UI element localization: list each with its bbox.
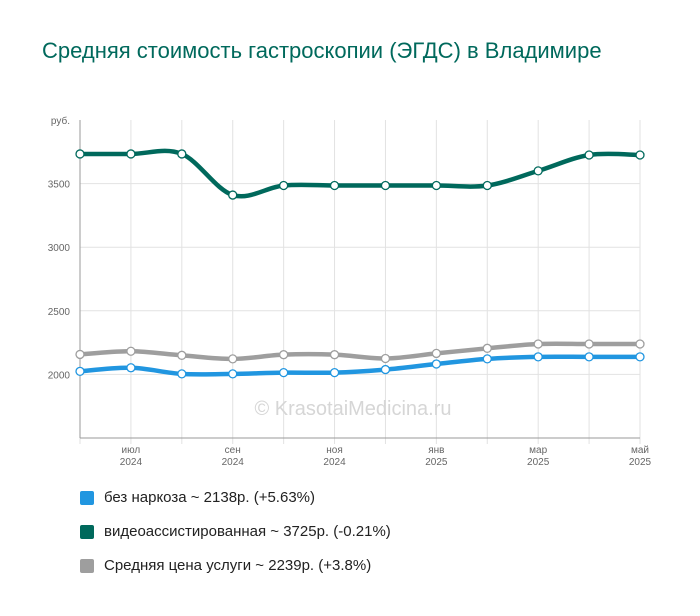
watermark: © KrasotaiMedicina.ru xyxy=(254,398,451,420)
legend-label: видеоассистированная ~ 3725р. (-0.21%) xyxy=(104,523,391,540)
series-1-point[interactable] xyxy=(533,352,543,362)
series-2-point[interactable] xyxy=(380,180,391,191)
x-tick-month: мар xyxy=(529,445,547,456)
legend-swatch-videoassistirovannaya xyxy=(80,525,94,539)
x-tick-year: 2025 xyxy=(425,457,448,468)
x-tick-month: сен xyxy=(225,445,241,456)
series-0-point[interactable] xyxy=(177,350,187,360)
series-2-point[interactable] xyxy=(177,149,187,159)
series-2-line xyxy=(77,148,643,199)
y-tick-label: 2500 xyxy=(48,307,71,318)
legend-label: без наркоза ~ 2138р. (+5.63%) xyxy=(104,489,315,506)
axes: 2000250030003500руб.июл2024сен2024ноя202… xyxy=(48,115,652,468)
series-2-point[interactable] xyxy=(482,180,492,191)
x-tick-month: май xyxy=(631,445,649,456)
legend-swatch-bez-narkoza xyxy=(80,491,94,505)
series-2-point[interactable] xyxy=(75,149,85,159)
x-tick-year: 2024 xyxy=(222,457,245,468)
series-0-point[interactable] xyxy=(126,346,136,356)
line-chart: 2000250030003500руб.июл2024сен2024ноя202… xyxy=(48,115,652,468)
x-tick-year: 2025 xyxy=(629,457,652,468)
series-2-point[interactable] xyxy=(431,180,442,191)
legend-label: Средняя цена услуги ~ 2239р. (+3.8%) xyxy=(104,557,372,574)
series-2-point[interactable] xyxy=(635,150,645,160)
series-2-point[interactable] xyxy=(228,190,238,200)
x-tick-year: 2024 xyxy=(120,457,143,468)
series-2-point[interactable] xyxy=(329,180,340,191)
series-2-point[interactable] xyxy=(584,150,594,160)
series-0-point[interactable] xyxy=(584,339,594,349)
series-1-point[interactable] xyxy=(228,369,238,379)
y-tick-label: 3000 xyxy=(48,243,71,254)
series-1-line xyxy=(77,354,643,377)
series-1-point[interactable] xyxy=(380,364,391,375)
series-1-point[interactable] xyxy=(329,367,340,378)
series-1-point[interactable] xyxy=(635,352,645,362)
x-tick-month: янв xyxy=(428,445,444,456)
series-2-point[interactable] xyxy=(278,180,289,191)
series-1-point[interactable] xyxy=(584,352,594,362)
series-0-point[interactable] xyxy=(482,343,492,353)
series-1-point[interactable] xyxy=(126,363,136,373)
series-0-point[interactable] xyxy=(278,350,289,360)
x-tick-year: 2025 xyxy=(527,457,550,468)
x-tick-month: ноя xyxy=(326,445,343,456)
y-axis-label: руб. xyxy=(51,115,70,127)
series-1-point[interactable] xyxy=(431,359,442,369)
y-tick-label: 2000 xyxy=(48,370,71,381)
legend-swatch-srednyaya-cena xyxy=(80,559,94,573)
series-0-point[interactable] xyxy=(329,350,340,360)
x-tick-month: июл xyxy=(122,445,141,456)
series-1-point[interactable] xyxy=(482,354,492,364)
series-lines xyxy=(75,148,645,379)
series-1-point[interactable] xyxy=(278,367,289,378)
grid xyxy=(79,120,641,444)
series-0-point[interactable] xyxy=(380,353,391,364)
x-tick-year: 2024 xyxy=(323,457,346,468)
series-1-point[interactable] xyxy=(75,366,85,376)
y-tick-label: 3500 xyxy=(48,180,71,191)
series-0-point[interactable] xyxy=(431,348,442,359)
series-0-point[interactable] xyxy=(228,354,238,364)
chart-title: Средняя стоимость гастроскопии (ЭГДС) в … xyxy=(42,38,602,63)
series-0-point[interactable] xyxy=(635,339,645,349)
series-2-point[interactable] xyxy=(533,166,543,176)
series-2-point[interactable] xyxy=(126,149,136,159)
series-0-point[interactable] xyxy=(533,339,543,349)
series-1-point[interactable] xyxy=(177,369,187,379)
series-0-point[interactable] xyxy=(75,349,85,360)
